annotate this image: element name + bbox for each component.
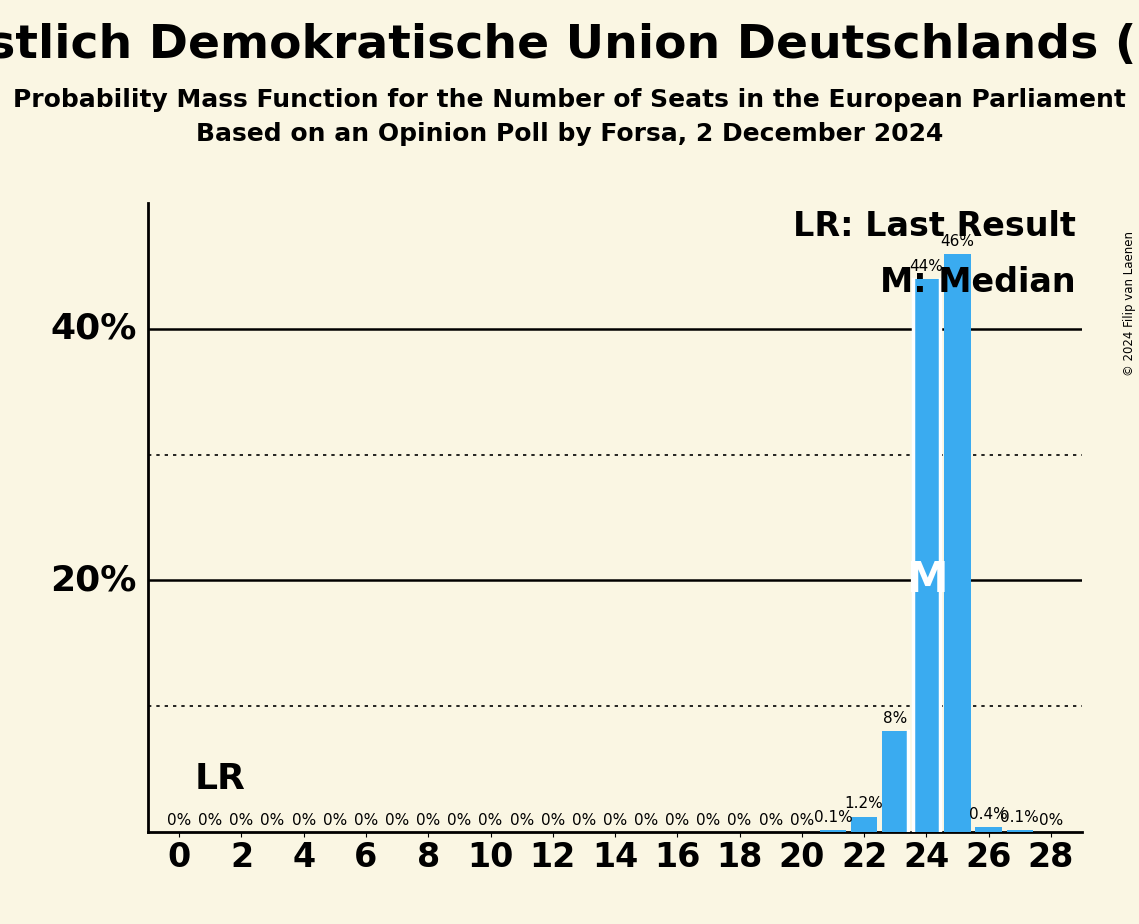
Text: 0%: 0% xyxy=(665,813,689,828)
Text: 0%: 0% xyxy=(354,813,378,828)
Text: Christlich Demokratische Union Deutschlands (EPP): Christlich Demokratische Union Deutschla… xyxy=(0,23,1139,68)
Bar xyxy=(851,817,877,832)
Text: 0%: 0% xyxy=(448,813,472,828)
Text: 44%: 44% xyxy=(909,259,943,274)
Text: 0%: 0% xyxy=(572,813,596,828)
Text: 46%: 46% xyxy=(941,234,975,249)
Text: 0%: 0% xyxy=(789,813,814,828)
Text: M: Median: M: Median xyxy=(880,266,1076,299)
Text: M: M xyxy=(906,559,948,602)
Text: Probability Mass Function for the Number of Seats in the European Parliament: Probability Mass Function for the Number… xyxy=(13,88,1126,112)
Text: 0%: 0% xyxy=(229,813,254,828)
Text: 8%: 8% xyxy=(883,711,908,726)
Text: 0.1%: 0.1% xyxy=(1000,810,1039,825)
Text: 0%: 0% xyxy=(1039,813,1063,828)
Text: LR: LR xyxy=(195,762,246,796)
Text: LR: Last Result: LR: Last Result xyxy=(793,210,1076,243)
Bar xyxy=(944,253,970,832)
Text: 1.2%: 1.2% xyxy=(845,796,884,811)
Text: 0%: 0% xyxy=(416,813,441,828)
Text: 0%: 0% xyxy=(167,813,191,828)
Text: 0%: 0% xyxy=(478,813,502,828)
Bar xyxy=(1007,831,1033,832)
Text: 0%: 0% xyxy=(385,813,409,828)
Bar xyxy=(882,731,909,832)
Text: 0%: 0% xyxy=(261,813,285,828)
Text: Based on an Opinion Poll by Forsa, 2 December 2024: Based on an Opinion Poll by Forsa, 2 Dec… xyxy=(196,122,943,146)
Text: 0%: 0% xyxy=(198,813,222,828)
Text: 0%: 0% xyxy=(509,813,534,828)
Text: 0.4%: 0.4% xyxy=(969,807,1008,821)
Text: 0%: 0% xyxy=(603,813,628,828)
Text: 0%: 0% xyxy=(541,813,565,828)
Text: 0%: 0% xyxy=(696,813,721,828)
Text: 0%: 0% xyxy=(634,813,658,828)
Text: 40%: 40% xyxy=(50,312,137,346)
Text: 0%: 0% xyxy=(292,813,316,828)
Text: © 2024 Filip van Laenen: © 2024 Filip van Laenen xyxy=(1123,231,1137,376)
Text: 20%: 20% xyxy=(50,564,137,597)
Text: 0%: 0% xyxy=(322,813,347,828)
Text: 0%: 0% xyxy=(728,813,752,828)
Text: 0.1%: 0.1% xyxy=(813,810,852,825)
Bar xyxy=(975,827,1002,832)
Text: 0%: 0% xyxy=(759,813,782,828)
Bar xyxy=(820,831,846,832)
Bar xyxy=(913,279,940,832)
